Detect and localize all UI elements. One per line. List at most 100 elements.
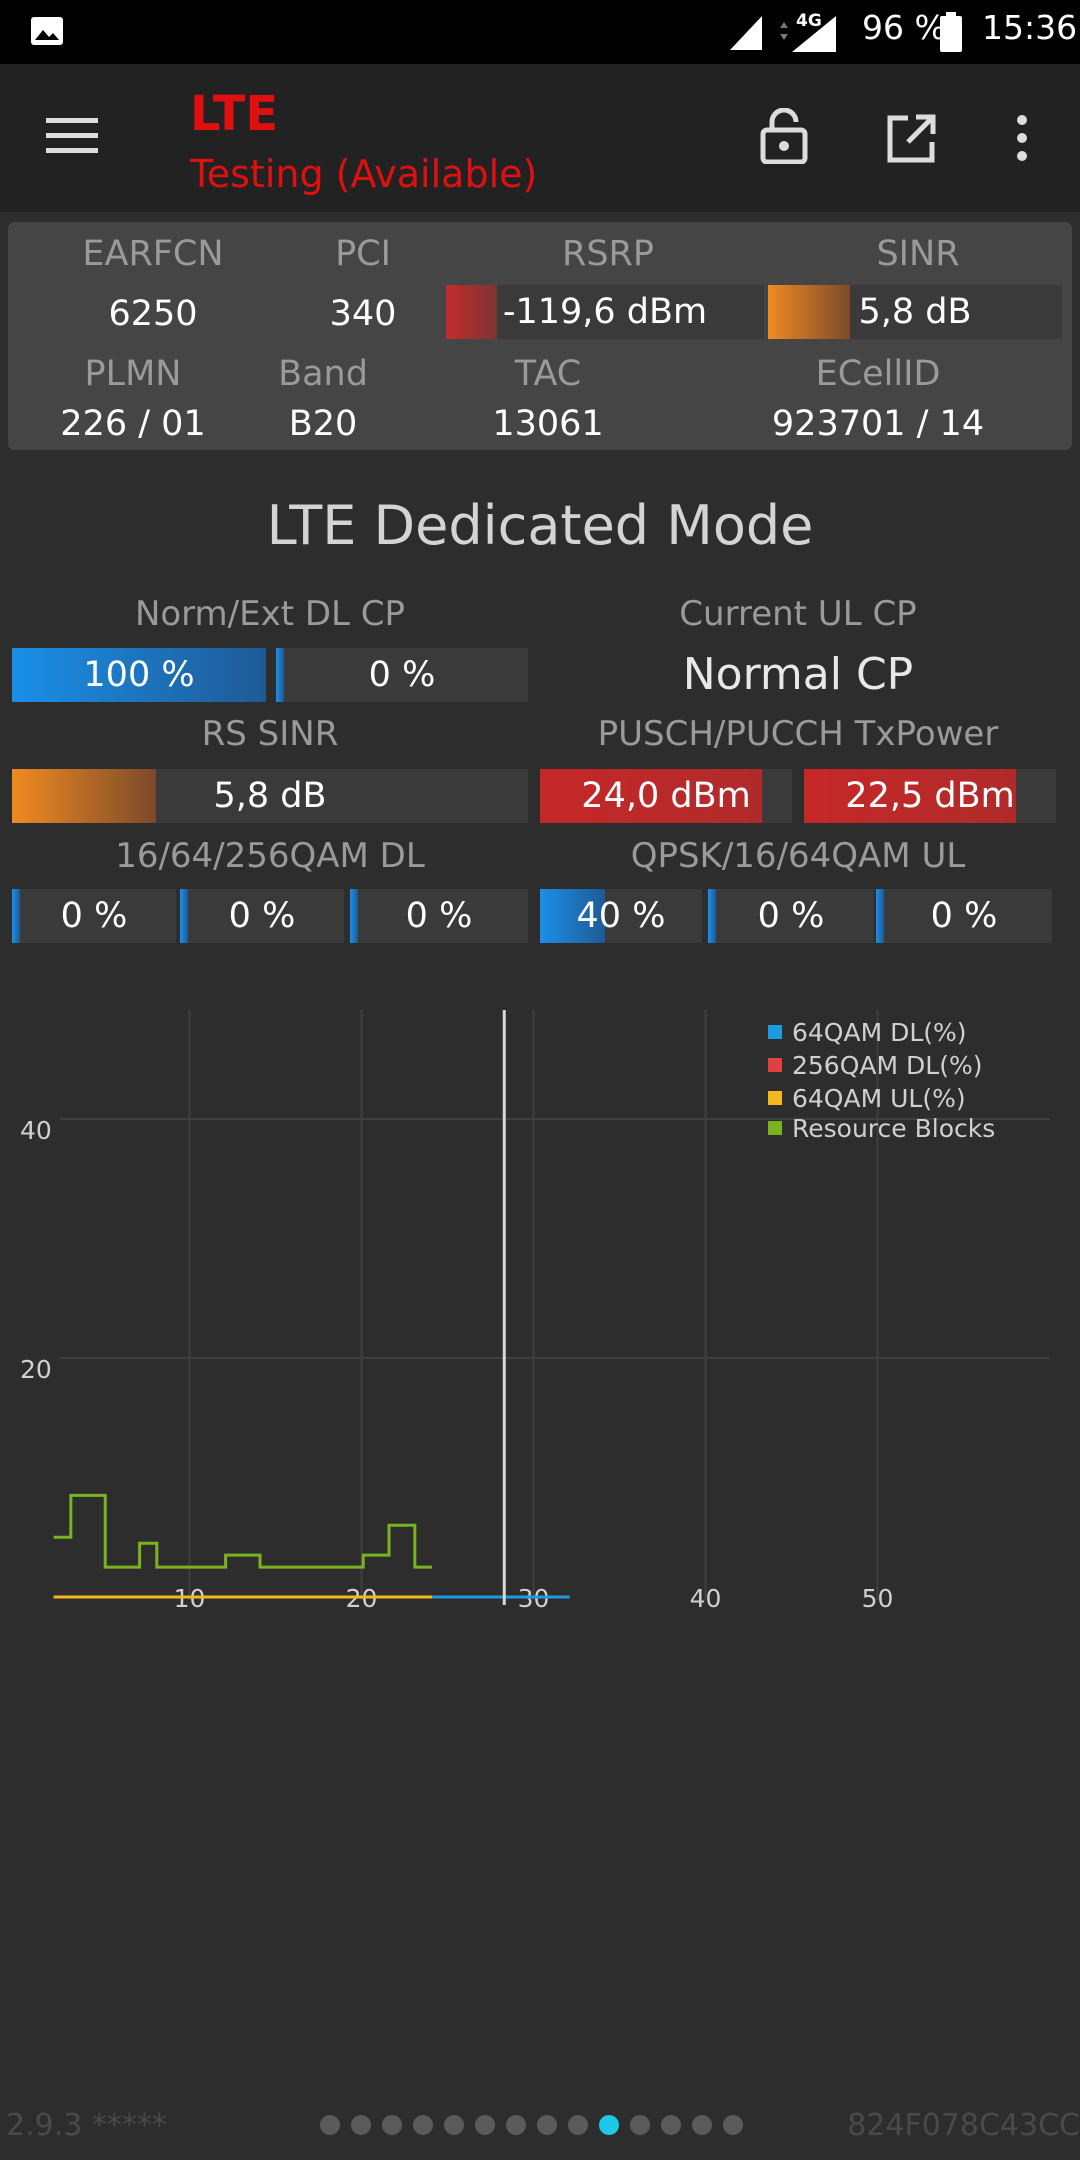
qam16-dl-bar-fill <box>12 889 20 943</box>
y-tick-label: 40 <box>20 1116 52 1145</box>
plmn-value: 226 / 01 <box>60 404 206 444</box>
qam16-dl-value: 0 % <box>60 896 128 936</box>
qam64-dl-bar-fill <box>180 889 188 943</box>
page-dot[interactable] <box>351 2115 371 2135</box>
legend-swatch <box>768 1121 782 1135</box>
x-tick-label: 40 <box>690 1584 722 1613</box>
signal-4g-icon: 4G <box>776 8 838 58</box>
legend-item-64qam-ul: 64QAM UL(%) <box>768 1084 966 1113</box>
app-toolbar: LTE Testing (Available) <box>0 64 1080 212</box>
band-value: B20 <box>288 404 358 444</box>
page-dot[interactable] <box>599 2115 619 2135</box>
page-dot[interactable] <box>630 2115 650 2135</box>
cp-normal-bar: 100 % <box>12 648 266 702</box>
plmn-label: PLMN <box>84 354 182 394</box>
ecellid-value: 923701 / 14 <box>771 404 985 444</box>
page-dot[interactable] <box>692 2115 712 2135</box>
rs-sinr-label: RS SINR <box>201 714 339 754</box>
page-dot[interactable] <box>661 2115 681 2135</box>
pusch-value: 24,0 dBm <box>581 776 751 816</box>
section-title: LTE Dedicated Mode <box>266 494 814 557</box>
ul-cp-value: Normal CP <box>682 649 914 700</box>
cp-label: Norm/Ext DL CP <box>134 594 406 634</box>
page-dot[interactable] <box>444 2115 464 2135</box>
page-dot[interactable] <box>475 2115 495 2135</box>
battery-icon <box>940 12 962 56</box>
pucch-value: 22,5 dBm <box>845 776 1015 816</box>
cell-info-panel: EARFCN PCI RSRP SINR 6250 340 -119,6 dBm… <box>8 222 1072 450</box>
qam16-ul-bar-fill <box>708 889 716 943</box>
qam16-dl-bar: 0 % <box>12 889 176 943</box>
qam16-ul-value: 0 % <box>757 896 825 936</box>
ul-cp-label: Current UL CP <box>679 594 917 634</box>
qam-ul-label: QPSK/16/64QAM UL <box>630 836 966 876</box>
pci-value: 340 <box>329 294 397 334</box>
qpsk-ul-value: 40 % <box>576 896 666 936</box>
rs-sinr-bar-fill <box>12 769 156 823</box>
sinr-bar-fill <box>768 285 850 339</box>
cp-extended-bar: 0 % <box>276 648 528 702</box>
more-vert-icon[interactable] <box>1014 114 1030 166</box>
history-chart: 204060801020304050 64QAM DL(%) 256QAM DL… <box>0 638 1080 1640</box>
rsrp-value: -119,6 dBm <box>502 292 708 332</box>
sinr-value: 5,8 dB <box>858 292 972 332</box>
app-version: 2.9.3 ***** <box>6 2108 167 2143</box>
signal-icon <box>728 12 764 56</box>
rsrp-bar: -119,6 dBm <box>446 285 764 339</box>
x-tick-label: 50 <box>862 1584 894 1613</box>
pusch-bar: 24,0 dBm <box>540 769 792 823</box>
qam64-ul-bar-fill <box>876 889 884 943</box>
series-line-3 <box>53 1493 433 1569</box>
pucch-bar: 22,5 dBm <box>804 769 1056 823</box>
rsrp-bar-fill <box>446 285 497 339</box>
page-dot[interactable] <box>568 2115 588 2135</box>
page-dot[interactable] <box>537 2115 557 2135</box>
qam64-dl-bar: 0 % <box>180 889 344 943</box>
cp-normal-bar-fill <box>12 648 266 702</box>
qam256-dl-bar: 0 % <box>350 889 528 943</box>
rs-sinr-bar: 5,8 dB <box>12 769 528 823</box>
legend-item-resource-blocks: Resource Blocks <box>768 1114 995 1143</box>
clock: 15:36 <box>982 8 1078 47</box>
open-external-icon[interactable] <box>886 114 936 168</box>
ecellid-label: ECellID <box>815 354 941 394</box>
tac-label: TAC <box>514 354 582 394</box>
legend-item-256qam-dl: 256QAM DL(%) <box>768 1051 982 1080</box>
pci-label: PCI <box>335 234 391 274</box>
page-title: LTE <box>190 86 279 142</box>
sinr-bar: 5,8 dB <box>768 285 1062 339</box>
image-icon <box>30 16 64 50</box>
cp-normal-value: 100 % <box>83 655 195 695</box>
txpower-label: PUSCH/PUCCH TxPower <box>597 714 999 754</box>
svg-text:4G: 4G <box>796 11 822 31</box>
rs-sinr-value: 5,8 dB <box>213 776 327 816</box>
legend-swatch <box>768 1058 782 1072</box>
qpsk-ul-bar-fill <box>540 889 605 943</box>
device-id: 824F078C43CC <box>847 2108 1080 2143</box>
page-dot[interactable] <box>382 2115 402 2135</box>
qam64-dl-value: 0 % <box>228 896 296 936</box>
y-tick-label: 20 <box>20 1355 52 1384</box>
menu-icon[interactable] <box>46 116 98 160</box>
legend-swatch <box>768 1091 782 1105</box>
band-label: Band <box>278 354 368 394</box>
qam64-ul-value: 0 % <box>930 896 998 936</box>
page-dot[interactable] <box>413 2115 433 2135</box>
qam256-dl-bar-fill <box>350 889 358 943</box>
cp-extended-bar-fill <box>276 648 284 702</box>
lock-open-icon[interactable] <box>760 107 808 168</box>
status-bar: 4G 96 % 15:36 <box>0 0 1080 64</box>
tac-value: 13061 <box>492 404 604 444</box>
qam16-ul-bar: 0 % <box>708 889 874 943</box>
page-subtitle: Testing (Available) <box>190 152 538 196</box>
pusch-bar-fill <box>540 769 762 823</box>
page-dot[interactable] <box>320 2115 340 2135</box>
page-dot[interactable] <box>723 2115 743 2135</box>
qam-dl-label: 16/64/256QAM DL <box>115 836 425 876</box>
legend-swatch <box>768 1025 782 1039</box>
qpsk-ul-bar: 40 % <box>540 889 702 943</box>
page-dot[interactable] <box>506 2115 526 2135</box>
rsrp-label: RSRP <box>562 234 654 274</box>
legend-item-64qam-dl: 64QAM DL(%) <box>768 1018 967 1047</box>
